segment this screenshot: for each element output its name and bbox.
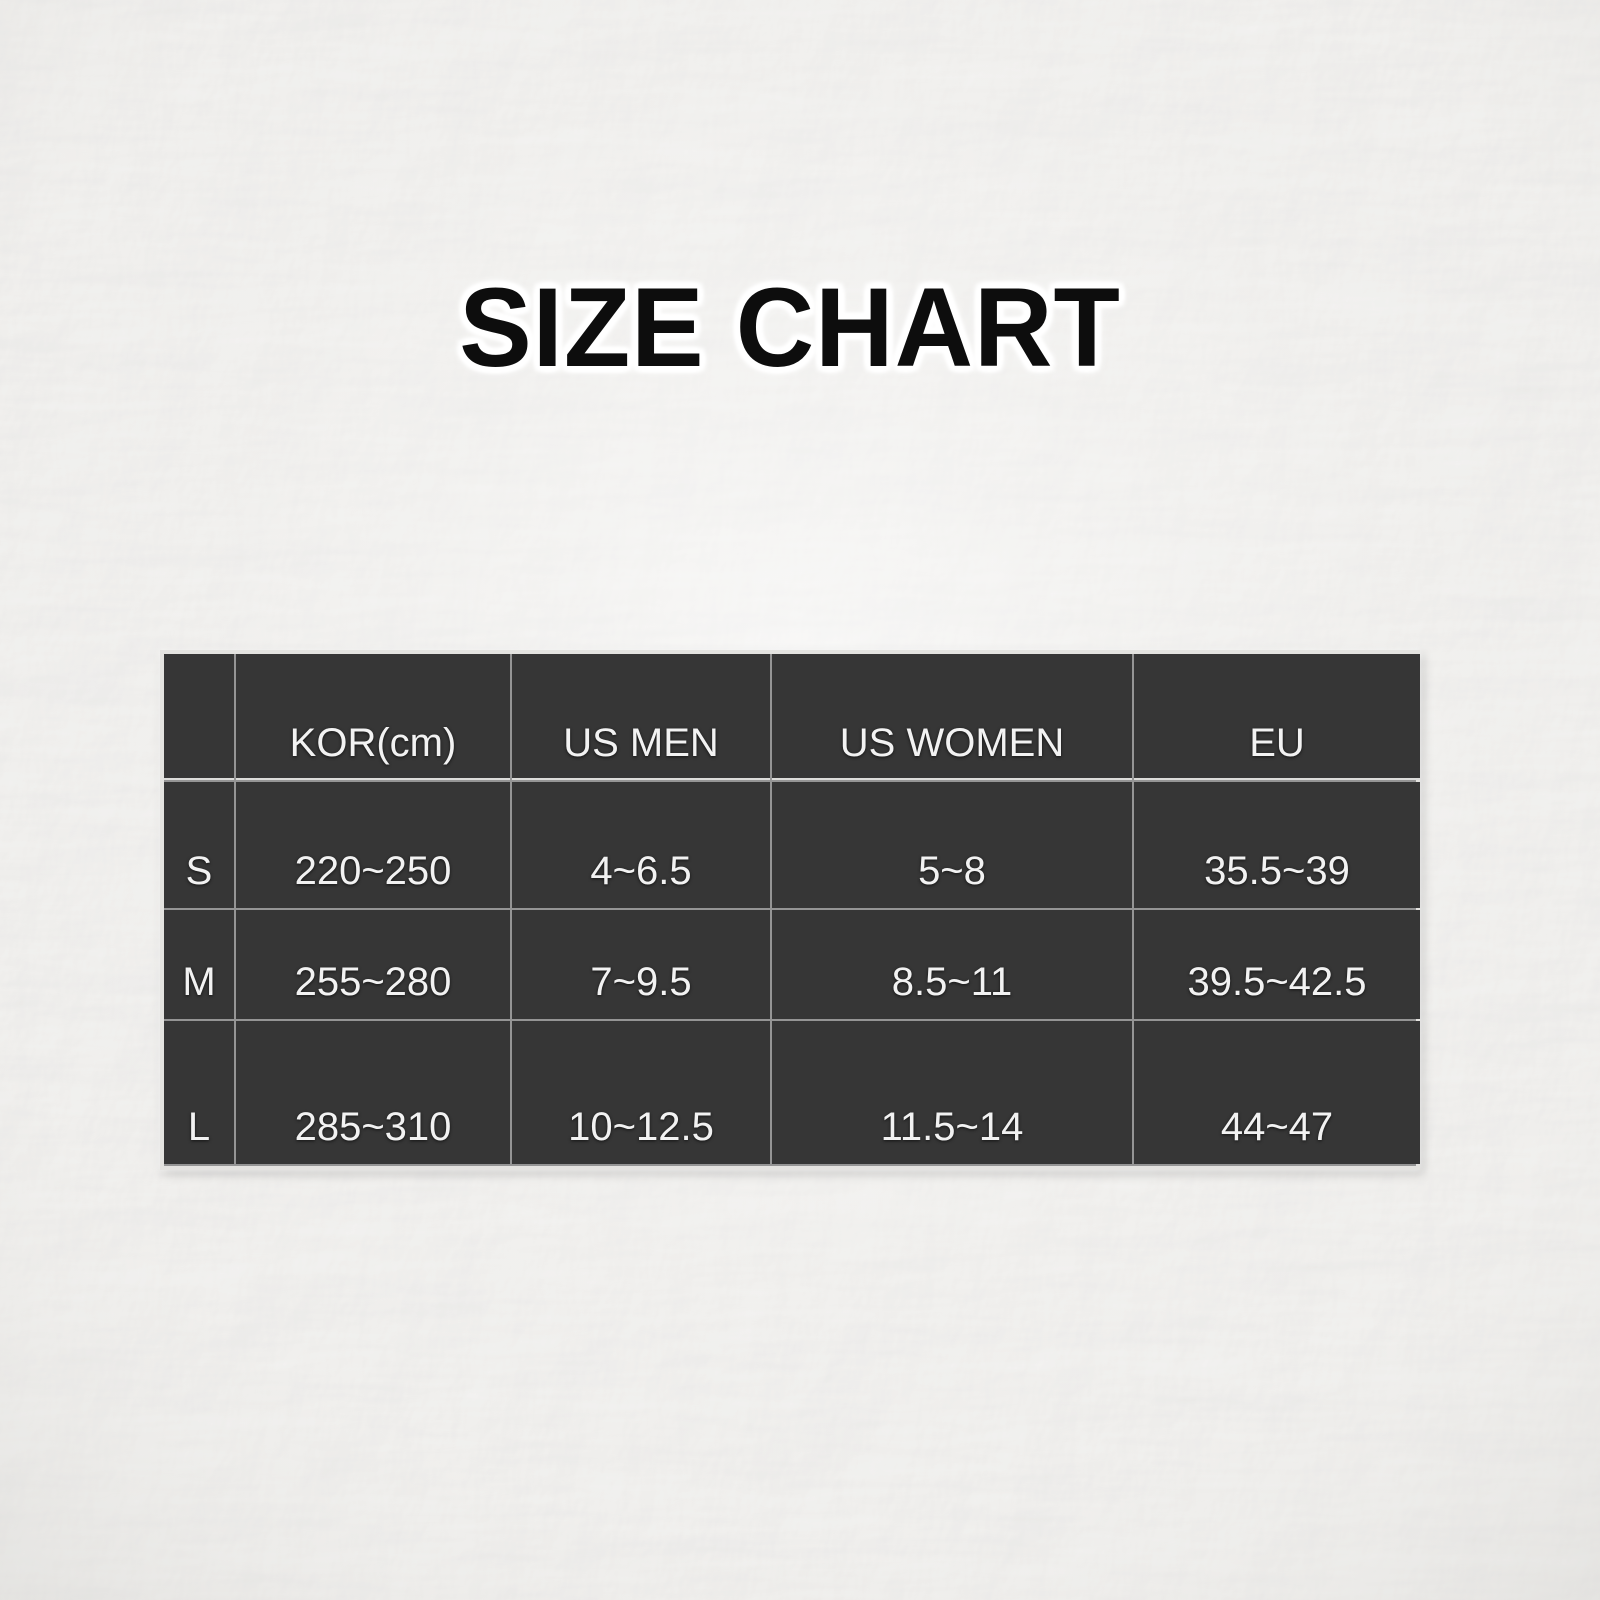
row-l-kor: 285~310 bbox=[236, 1021, 510, 1164]
header-cell-us-women: US WOMEN bbox=[772, 654, 1132, 780]
size-table: KOR(cm) US MEN US WOMEN EU S 220~250 4~6… bbox=[160, 650, 1420, 1170]
row-l-eu: 44~47 bbox=[1134, 1021, 1420, 1164]
page-title: SIZE CHART bbox=[459, 265, 1121, 390]
row-s-kor: 220~250 bbox=[236, 782, 510, 908]
header-cell-eu: EU bbox=[1134, 654, 1420, 780]
row-m-us-women: 8.5~11 bbox=[772, 910, 1132, 1019]
row-l-us-men: 10~12.5 bbox=[512, 1021, 770, 1164]
row-m-us-men: 7~9.5 bbox=[512, 910, 770, 1019]
row-l-size-label: L bbox=[164, 1021, 234, 1164]
row-l-us-women: 11.5~14 bbox=[772, 1021, 1132, 1164]
row-m-size-label: M bbox=[164, 910, 234, 1019]
row-s-eu: 35.5~39 bbox=[1134, 782, 1420, 908]
row-s-us-women: 5~8 bbox=[772, 782, 1132, 908]
header-cell-kor: KOR(cm) bbox=[236, 654, 510, 780]
row-s-size-label: S bbox=[164, 782, 234, 908]
header-cell-us-men: US MEN bbox=[512, 654, 770, 780]
row-m-eu: 39.5~42.5 bbox=[1134, 910, 1420, 1019]
header-cell-blank bbox=[164, 654, 234, 780]
row-m-kor: 255~280 bbox=[236, 910, 510, 1019]
row-s-us-men: 4~6.5 bbox=[512, 782, 770, 908]
